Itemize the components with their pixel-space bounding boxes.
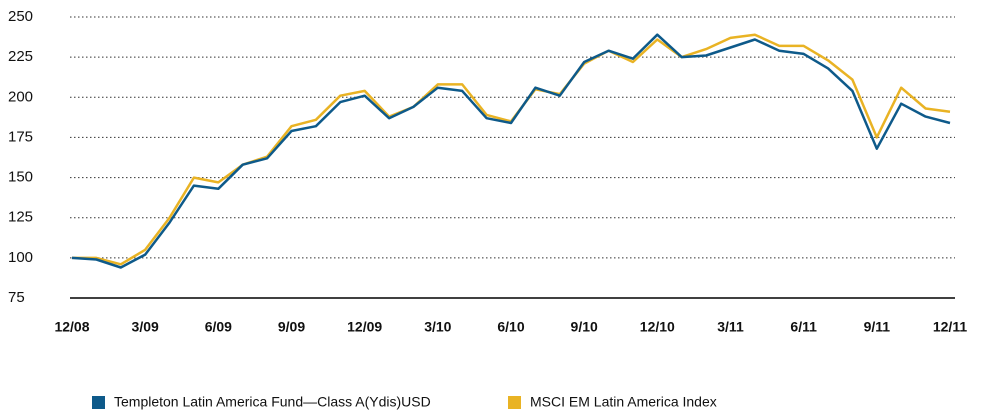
- y-tick-label: 75: [8, 289, 25, 306]
- y-tick-label: 250: [8, 8, 33, 25]
- x-tick-label: 6/10: [497, 319, 524, 335]
- x-tick-label: 12/08: [54, 319, 89, 335]
- series-line: [72, 33, 951, 266]
- x-tick-label: 12/10: [640, 319, 675, 335]
- x-tick-label: 12/09: [347, 319, 382, 335]
- x-tick-label: 6/11: [790, 319, 817, 335]
- series-line: [71, 33, 951, 269]
- legend-label: MSCI EM Latin America Index: [530, 394, 717, 410]
- x-tick-label: 6/09: [205, 319, 232, 335]
- x-tick-label: 9/09: [278, 319, 305, 335]
- x-tick-label: 9/10: [571, 319, 598, 335]
- y-tick-label: 200: [8, 88, 33, 105]
- x-tick-label: 12/11: [933, 319, 967, 335]
- y-tick-label: 175: [8, 128, 33, 145]
- x-tick-label: 3/10: [424, 319, 451, 335]
- y-tick-label: 150: [8, 169, 33, 186]
- legend-swatch: [92, 396, 105, 409]
- y-tick-label: 125: [8, 209, 33, 226]
- legend-swatch: [508, 396, 521, 409]
- x-tick-label: 9/11: [864, 319, 891, 335]
- x-tick-label: 3/11: [717, 319, 744, 335]
- y-tick-label: 100: [8, 249, 33, 266]
- x-tick-label: 3/09: [132, 319, 159, 335]
- legend-label: Templeton Latin America Fund—Class A(Ydi…: [114, 394, 431, 410]
- y-tick-label: 225: [8, 48, 33, 65]
